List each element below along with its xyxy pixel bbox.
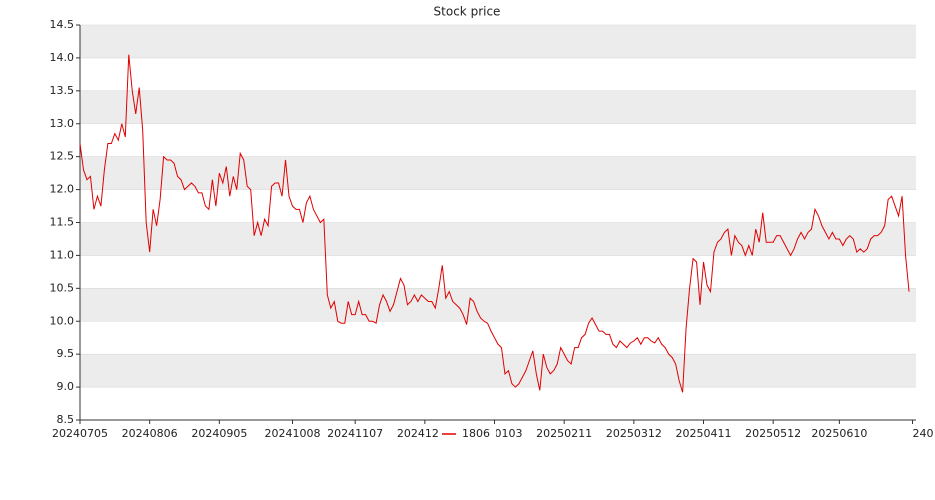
price-line [79, 54, 910, 393]
y-tick-label: 13.0 [50, 117, 75, 130]
grid-band [80, 90, 916, 124]
legend-label: 1806 [462, 427, 490, 440]
x-tick-label: 20250211 [536, 427, 592, 440]
legend-box [438, 425, 496, 442]
y-tick-label: 12.5 [50, 150, 75, 163]
grid-band [80, 354, 916, 388]
y-tick-label: 8.5 [57, 413, 75, 426]
y-tick-label: 9.5 [57, 347, 75, 360]
x-tick-label: 20241008 [264, 427, 320, 440]
y-tick-label: 10.0 [50, 314, 75, 327]
x-tick-label: 20241107 [327, 427, 383, 440]
grid-band [80, 222, 916, 256]
x-tick-label: 20240905 [191, 427, 247, 440]
chart-title: Stock price [434, 5, 501, 19]
x-tick-label: 240 [913, 427, 934, 440]
x-tick-label: 20250610 [811, 427, 867, 440]
y-tick-label: 14.0 [50, 51, 75, 64]
y-tick-label: 10.5 [50, 281, 75, 294]
y-tick-label: 14.5 [50, 18, 75, 31]
grid-band [80, 288, 916, 322]
y-tick-label: 12.0 [50, 183, 75, 196]
y-tick-label: 11.0 [50, 248, 75, 261]
x-tick-label: 20240806 [122, 427, 178, 440]
y-tick-label: 9.0 [57, 380, 75, 393]
x-tick-label: 20250512 [745, 427, 801, 440]
x-tick-label: 20250411 [676, 427, 732, 440]
x-tick-label: 20250312 [606, 427, 662, 440]
y-tick-label: 13.5 [50, 84, 75, 97]
y-tick-label: 11.5 [50, 216, 75, 229]
x-tick-label: 20240705 [52, 427, 108, 440]
grid-band [80, 25, 916, 58]
grid-band [80, 156, 916, 190]
legend: 1806 [438, 425, 496, 442]
